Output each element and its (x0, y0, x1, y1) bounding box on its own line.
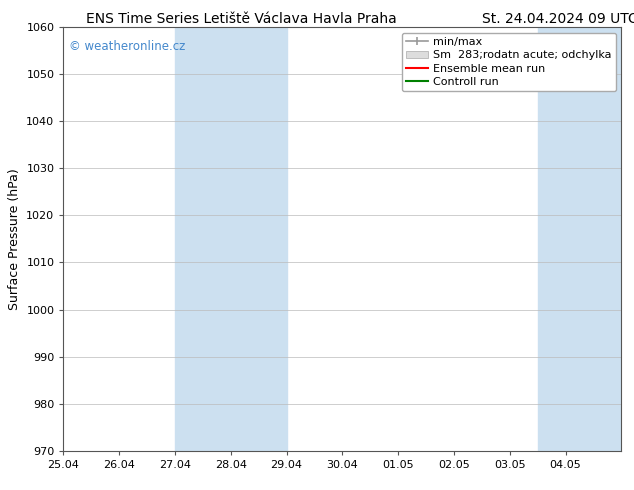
Bar (175, 27, 287, 451)
Text: © weatheronline.cz: © weatheronline.cz (69, 40, 185, 52)
Text: ENS Time Series Letiště Václava Havla Praha: ENS Time Series Letiště Václava Havla Pr… (86, 12, 396, 26)
Text: St. 24.04.2024 09 UTC: St. 24.04.2024 09 UTC (482, 12, 634, 26)
Y-axis label: Surface Pressure (hPa): Surface Pressure (hPa) (8, 168, 21, 310)
Bar (538, 27, 621, 451)
Legend: min/max, Sm  283;rodatn acute; odchylka, Ensemble mean run, Controll run: min/max, Sm 283;rodatn acute; odchylka, … (402, 32, 616, 92)
